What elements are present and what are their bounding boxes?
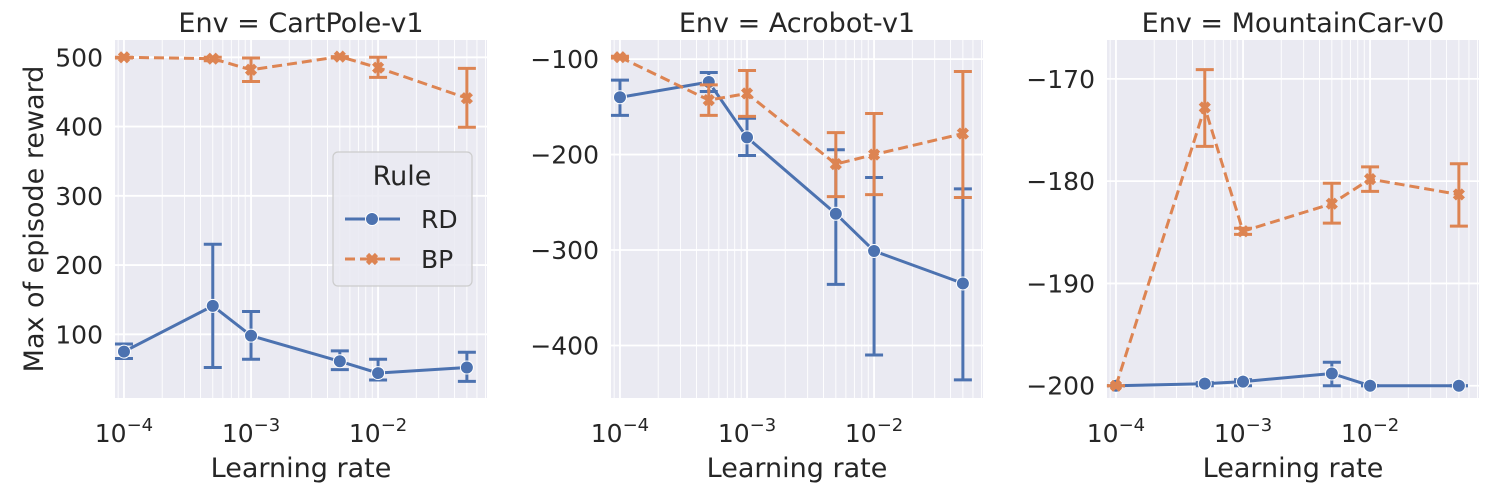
legend-label: BP [421, 245, 453, 274]
y-tick-label: 200 [55, 251, 103, 280]
y-tick-label: 100 [55, 320, 103, 349]
series-line [619, 80, 964, 285]
y-tick-label: −200 [1026, 372, 1095, 401]
data-point [1452, 188, 1465, 201]
data-point [244, 63, 258, 76]
x-tick-label: 10−2 [349, 415, 407, 448]
series-BP [1106, 68, 1468, 392]
data-point [1236, 374, 1251, 389]
series-BP [114, 50, 476, 129]
y-tick-label: −100 [530, 45, 599, 74]
x-tick-label: 10−4 [95, 415, 153, 448]
data-point [955, 276, 970, 291]
series-line [123, 304, 467, 375]
plot-area [611, 40, 983, 398]
data-point [956, 127, 969, 140]
y-tick-label: −170 [1026, 65, 1095, 94]
data-point [459, 360, 474, 375]
data-point [1197, 376, 1212, 391]
data-point [1236, 225, 1250, 238]
data-point [371, 61, 385, 74]
data-point [1324, 366, 1339, 381]
data-point [613, 51, 627, 64]
panel-2: 10−4 10−3 10−2 −200 −190 −180 −170 Env = Mounta… [1026, 8, 1479, 484]
y-tick-label: −190 [1026, 269, 1095, 298]
data-point [867, 148, 881, 161]
data-point [205, 298, 220, 313]
x-tick-label: 10−4 [1087, 415, 1145, 448]
series-line [123, 55, 468, 100]
x-axis-label: Learning rate [707, 453, 888, 484]
y-tick-label: −180 [1026, 167, 1095, 196]
data-point [333, 50, 346, 63]
series-line [1114, 102, 1460, 387]
data-point [206, 52, 219, 65]
data-point [1325, 197, 1338, 210]
series-line [1115, 371, 1459, 388]
data-point [1451, 378, 1466, 393]
x-axis-label: Learning rate [1203, 453, 1384, 484]
data-point [371, 366, 386, 381]
data-point [332, 354, 347, 369]
y-tick-label: 400 [55, 113, 103, 142]
x-tick-label: 10−3 [1214, 415, 1272, 448]
y-tick-label: −400 [530, 331, 599, 360]
data-point [829, 158, 842, 171]
y-axis-label: Max of episode reward [19, 66, 50, 373]
legend-box [332, 151, 473, 287]
panel-title: Env = CartPole-v1 [178, 8, 423, 39]
legend-label: RD [421, 205, 458, 234]
data-point [867, 243, 882, 258]
data-point [117, 51, 131, 64]
legend-title: Rule [373, 161, 432, 192]
y-tick-label: −300 [530, 236, 599, 265]
x-tick-label: 10−3 [718, 415, 776, 448]
data-point [740, 130, 755, 145]
y-tick-label: 500 [55, 43, 103, 72]
legend: Rule RD BP [332, 151, 473, 287]
x-axis-label: Learning rate [211, 453, 392, 484]
data-point [244, 328, 259, 343]
series-BP [610, 51, 972, 200]
y-tick-label: 300 [55, 182, 103, 211]
data-point [1109, 379, 1123, 392]
legend-marker [365, 212, 379, 226]
data-point [828, 206, 843, 221]
data-point [1198, 101, 1211, 114]
y-tick-label: −200 [530, 141, 599, 170]
series-line [619, 55, 964, 166]
series-RD [114, 242, 476, 383]
data-point [1363, 173, 1377, 186]
data-point [116, 344, 131, 359]
data-point [740, 87, 754, 100]
x-tick-label: 10−4 [591, 415, 649, 448]
legend-marker [365, 252, 379, 266]
x-tick-label: 10−2 [1341, 415, 1399, 448]
data-point [460, 92, 473, 105]
data-point [702, 94, 715, 107]
panel-title: Env = Acrobot-v1 [679, 8, 915, 39]
panel-0: 10−4 10−3 10−2 100 200 300 400 500 Env = CartPol… [19, 8, 487, 484]
x-tick-label: 10−2 [845, 415, 903, 448]
panel-title: Env = MountainCar-v0 [1142, 8, 1445, 39]
plot-area [1107, 40, 1479, 398]
x-tick-label: 10−3 [222, 415, 280, 448]
panel-1: 10−4 10−3 10−2 −400 −300 −200 −100 Env = Acrobo… [530, 8, 983, 484]
data-point [1363, 378, 1378, 393]
data-point [612, 90, 627, 105]
